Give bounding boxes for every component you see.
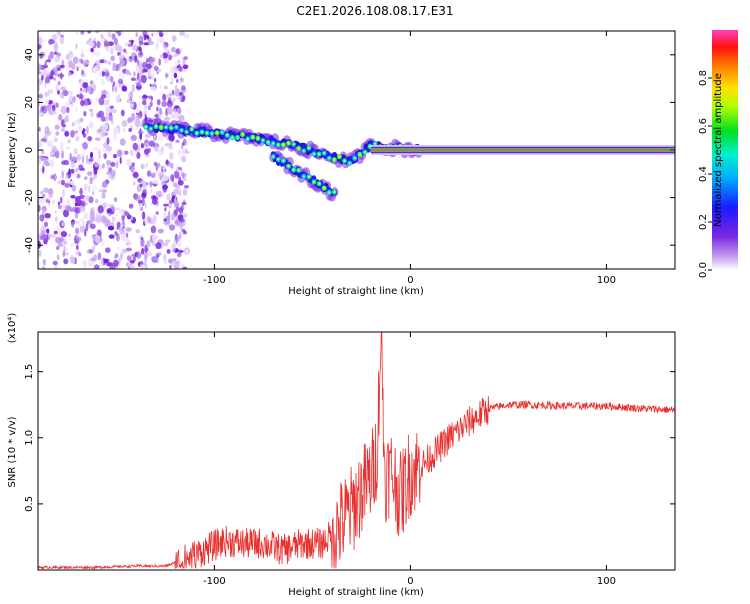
spectrogram-noise-region: [38, 31, 190, 269]
spectrogram-constant-tone: [371, 145, 675, 155]
snr-y-tick-label: 0.5: [24, 496, 35, 512]
colorbar-gradient: [712, 30, 738, 270]
snr-x-tick-label: -100: [203, 576, 226, 587]
snr-y-tick-label: 1.5: [24, 364, 35, 380]
snr-series-line: [38, 332, 675, 570]
snr-y-tick-label: 1.0: [24, 430, 35, 446]
snr-x-tick-label: 100: [597, 576, 616, 587]
colorbar-tick-label: 0.0: [698, 262, 709, 278]
snr-plot-frame: [37, 331, 676, 571]
snr-scale-label: (x10⁴): [7, 313, 18, 344]
spectrogram-y-tick-label: -40: [24, 237, 35, 253]
spectrogram-y-tick-label: 0: [24, 147, 35, 153]
spectrogram-y-label: Frequency (Hz): [7, 112, 18, 188]
colorbar-tick-label: 0.4: [698, 166, 709, 182]
spectrogram-x-tick-label: 100: [597, 275, 616, 286]
snr-y-label: SNR (10 * v/v): [7, 416, 18, 487]
spectrogram-y-tick-label: 20: [24, 96, 35, 109]
figure-title: C2E1.2026.108.08.17.E31: [296, 4, 453, 18]
colorbar-label: Normalized spectral amplitude: [713, 73, 724, 227]
spectrogram-x-tick-label: 0: [407, 275, 413, 286]
snr-x-label: Height of straight line (km): [288, 587, 424, 598]
spectrogram-x-label: Height of straight line (km): [288, 286, 424, 297]
spectrogram-y-tick-label: -20: [24, 189, 35, 205]
spectrogram-x-tick-label: -100: [203, 275, 226, 286]
colorbar: 0.0 0.2 0.4 0.6 0.8 Normalized spectral ampl…: [698, 30, 738, 278]
colorbar-tick-label: 0.6: [698, 118, 709, 134]
colorbar-tick-label: 0.2: [698, 214, 709, 230]
spectrogram-y-tick-label: 40: [24, 48, 35, 61]
colorbar-tick-label: 0.8: [698, 70, 709, 86]
snr-x-tick-label: 0: [407, 576, 413, 587]
snr-panel: -100 0 100 0.5 1.0 1.5 Height of straight lin…: [7, 313, 676, 598]
spectrogram-panel: -100 0 100 -40 -20 0 20 40 Height of straight l…: [7, 30, 676, 297]
spectrogram-main-track: [141, 117, 423, 169]
spectrogram-lower-branch: [269, 150, 339, 202]
